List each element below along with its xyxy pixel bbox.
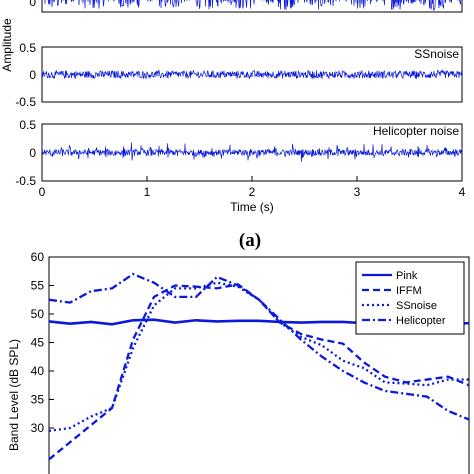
subplot-1-ytick-0: 0 bbox=[29, 0, 36, 9]
band-level-y-tick: 55 bbox=[31, 279, 45, 293]
subplot-3-signal bbox=[41, 142, 463, 162]
band-level-y-tick: 50 bbox=[31, 307, 45, 321]
subplot-2-label: SSnoise bbox=[414, 47, 459, 61]
subplot-2: 0.5 0 -0.5 SSnoise bbox=[15, 41, 463, 109]
band-level-y-ticks: 60 55 50 45 40 35 30 bbox=[31, 250, 54, 435]
band-level-y-tick: 60 bbox=[31, 250, 45, 264]
x-tick-label: 1 bbox=[144, 185, 151, 199]
subplot-1-signal bbox=[42, 0, 462, 11]
legend-label-helicopter: Helicopter bbox=[396, 315, 446, 327]
band-level-y-axis-label: Band Level (dB SPL) bbox=[7, 339, 21, 451]
legend-box bbox=[355, 261, 465, 335]
panel-a-x-axis-label: Time (s) bbox=[230, 200, 274, 214]
subplot-3-label: Helicopter noise bbox=[373, 124, 459, 138]
x-axis-ticks: 0 1 2 3 4 bbox=[39, 176, 466, 199]
subplot-3-ytick-top: 0.5 bbox=[19, 118, 36, 132]
band-level-y-tick: 40 bbox=[31, 364, 45, 378]
subplot-3-ytick-mid: 0 bbox=[29, 146, 36, 160]
legend-items: Pink IFFM SSnoise Helicopter bbox=[362, 270, 446, 327]
subplot-1-frame bbox=[41, 0, 463, 13]
subplot-3-ytick-bottom: -0.5 bbox=[15, 174, 36, 188]
panel-a: Amplitude 0 0.5 0 -0.5 SSnoise 0.5 0 -0.… bbox=[0, 0, 466, 251]
band-level-frame bbox=[48, 256, 470, 474]
subplot-1: 0 bbox=[29, 0, 463, 13]
legend: Pink IFFM SSnoise Helicopter bbox=[355, 261, 465, 335]
band-level-y-tick: 35 bbox=[31, 393, 45, 407]
legend-label-iffm: IFFM bbox=[396, 285, 422, 297]
band-level-y-tick: 30 bbox=[31, 421, 45, 435]
subplot-2-signal bbox=[41, 69, 463, 80]
legend-label-ssnoise: SSnoise bbox=[396, 300, 437, 312]
x-tick-label: 4 bbox=[459, 185, 466, 199]
panel-a-label: (a) bbox=[239, 230, 261, 251]
panel-b: 60 55 50 45 40 35 30 Band Level (dB SPL) Pink I… bbox=[7, 250, 470, 474]
subplot-2-ytick-mid: 0 bbox=[29, 68, 36, 82]
subplot-2-ytick-top: 0.5 bbox=[19, 41, 36, 55]
band-level-y-tick: 45 bbox=[31, 336, 45, 350]
subplot-2-ytick-bottom: -0.5 bbox=[15, 95, 36, 109]
subplot-3: 0.5 0 -0.5 Helicopter noise 0 1 2 3 4 bbox=[15, 118, 465, 199]
legend-label-pink: Pink bbox=[396, 270, 418, 282]
x-tick-label: 2 bbox=[249, 185, 256, 199]
panel-a-y-axis-label: Amplitude bbox=[0, 18, 14, 72]
series-line-ssnoise bbox=[48, 281, 469, 432]
x-tick-label: 0 bbox=[39, 185, 46, 199]
x-tick-label: 3 bbox=[354, 185, 361, 199]
